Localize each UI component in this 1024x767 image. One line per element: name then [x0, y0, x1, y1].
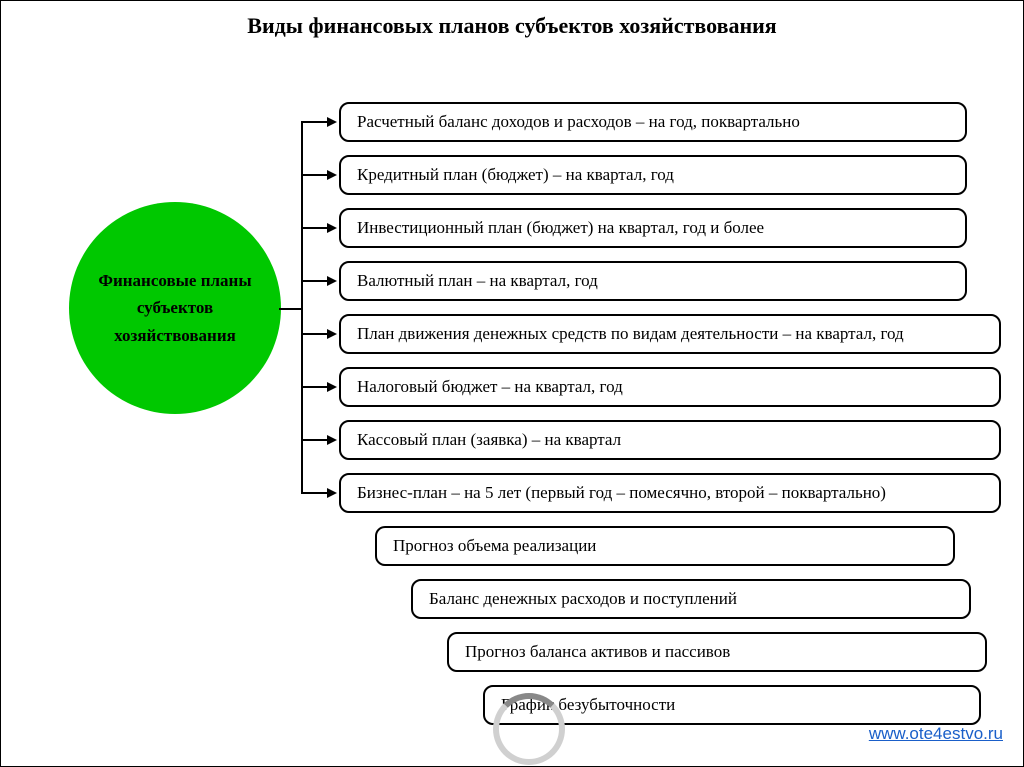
sub-plan-box-label: Баланс денежных расходов и поступлений [429, 589, 737, 609]
plan-box: Кредитный план (бюджет) – на квартал, го… [339, 155, 967, 195]
plan-box: Валютный план – на квартал, год [339, 261, 967, 301]
sub-plan-box: Прогноз объема реализации [375, 526, 955, 566]
arrow-branch [301, 280, 327, 282]
source-circle: Финансовые планы субъектов хозяйствовани… [69, 202, 281, 414]
diagram-container: Финансовые планы субъектов хозяйствовани… [1, 47, 1023, 762]
plan-box-label: Инвестиционный план (бюджет) на квартал,… [357, 218, 764, 238]
plan-box: Бизнес-план – на 5 лет (первый год – пом… [339, 473, 1001, 513]
arrow-head-icon [327, 382, 337, 392]
arrow-branch [301, 121, 327, 123]
arrow-branch [301, 333, 327, 335]
plan-box-label: Налоговый бюджет – на квартал, год [357, 377, 623, 397]
loading-spinner-icon [493, 693, 565, 765]
sub-plan-box: Баланс денежных расходов и поступлений [411, 579, 971, 619]
arrow-branch [301, 439, 327, 441]
plan-box: План движения денежных средств по видам … [339, 314, 1001, 354]
plan-box-label: Валютный план – на квартал, год [357, 271, 598, 291]
sub-plan-box: Прогноз баланса активов и пассивов [447, 632, 987, 672]
arrow-connector [279, 308, 301, 310]
plan-box-label: План движения денежных средств по видам … [357, 324, 904, 344]
arrow-branch [301, 227, 327, 229]
diagram-title: Виды финансовых планов субъектов хозяйст… [1, 1, 1023, 47]
arrow-head-icon [327, 276, 337, 286]
plan-box: Кассовый план (заявка) – на квартал [339, 420, 1001, 460]
arrow-head-icon [327, 435, 337, 445]
arrow-branch [301, 492, 327, 494]
plan-box-label: Бизнес-план – на 5 лет (первый год – пом… [357, 483, 886, 503]
plan-box: Налоговый бюджет – на квартал, год [339, 367, 1001, 407]
sub-plan-box-label: Прогноз баланса активов и пассивов [465, 642, 730, 662]
plan-box-label: Расчетный баланс доходов и расходов – на… [357, 112, 800, 132]
arrow-branch [301, 386, 327, 388]
arrow-head-icon [327, 117, 337, 127]
arrow-branch [301, 174, 327, 176]
arrow-trunk [301, 121, 303, 492]
plan-box: Расчетный баланс доходов и расходов – на… [339, 102, 967, 142]
arrow-head-icon [327, 223, 337, 233]
watermark-link[interactable]: www.ote4estvo.ru [869, 724, 1003, 744]
arrow-head-icon [327, 170, 337, 180]
circle-label: Финансовые планы субъектов хозяйствовани… [81, 267, 269, 349]
sub-plan-box-label: Прогноз объема реализации [393, 536, 596, 556]
arrow-head-icon [327, 488, 337, 498]
plan-box-label: Кредитный план (бюджет) – на квартал, го… [357, 165, 674, 185]
plan-box: Инвестиционный план (бюджет) на квартал,… [339, 208, 967, 248]
plan-box-label: Кассовый план (заявка) – на квартал [357, 430, 621, 450]
arrow-head-icon [327, 329, 337, 339]
